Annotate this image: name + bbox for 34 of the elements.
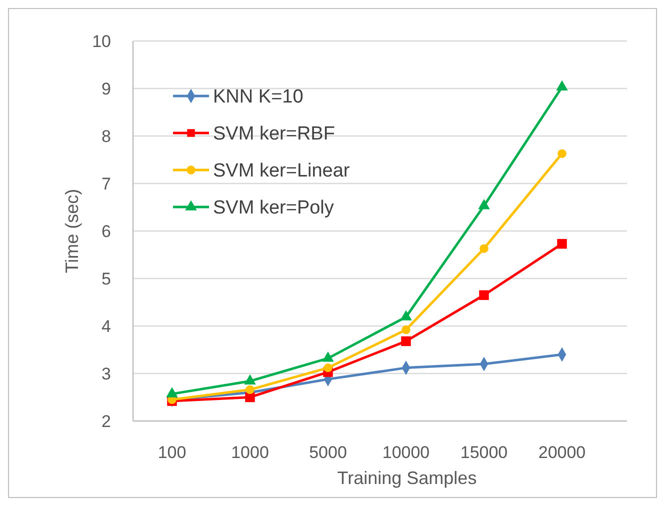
y-tick-label: 5 bbox=[102, 269, 111, 288]
y-tick-label: 10 bbox=[92, 32, 111, 51]
y-tick-label: 2 bbox=[102, 412, 111, 431]
x-tick-label: 10000 bbox=[382, 442, 430, 462]
point bbox=[558, 149, 566, 158]
point bbox=[401, 336, 411, 346]
y-tick-label: 4 bbox=[102, 316, 111, 336]
point bbox=[400, 310, 412, 320]
y-axis-title: Time (sec) bbox=[62, 188, 82, 274]
point bbox=[557, 238, 567, 249]
point bbox=[246, 385, 254, 394]
point bbox=[480, 244, 488, 253]
point bbox=[324, 363, 332, 372]
x-tick-label: 1000 bbox=[231, 442, 269, 462]
x-tick-label: 15000 bbox=[460, 442, 508, 462]
y-tick-label: 6 bbox=[102, 222, 111, 241]
x-tick-label: 100 bbox=[158, 442, 186, 462]
legend-label: SVM ker=Linear bbox=[213, 160, 350, 182]
y-tick-label: 7 bbox=[102, 174, 111, 194]
legend-label: SVM ker=RBF bbox=[213, 124, 335, 145]
point bbox=[479, 290, 489, 300]
point bbox=[402, 325, 410, 334]
y-tick-label: 9 bbox=[102, 79, 111, 98]
y-tick-label: 3 bbox=[102, 364, 111, 384]
y-tick-label: 8 bbox=[102, 126, 111, 146]
legend-label: KNN K=10 bbox=[213, 86, 304, 108]
point bbox=[322, 352, 334, 362]
legend-label: SVM ker=Poly bbox=[213, 198, 334, 219]
point bbox=[478, 199, 490, 210]
point bbox=[245, 392, 255, 402]
x-tick-label: 20000 bbox=[538, 442, 586, 462]
point bbox=[556, 80, 568, 90]
x-axis-title: Training Samples bbox=[337, 468, 477, 488]
x-tick-label: 5000 bbox=[309, 442, 347, 462]
